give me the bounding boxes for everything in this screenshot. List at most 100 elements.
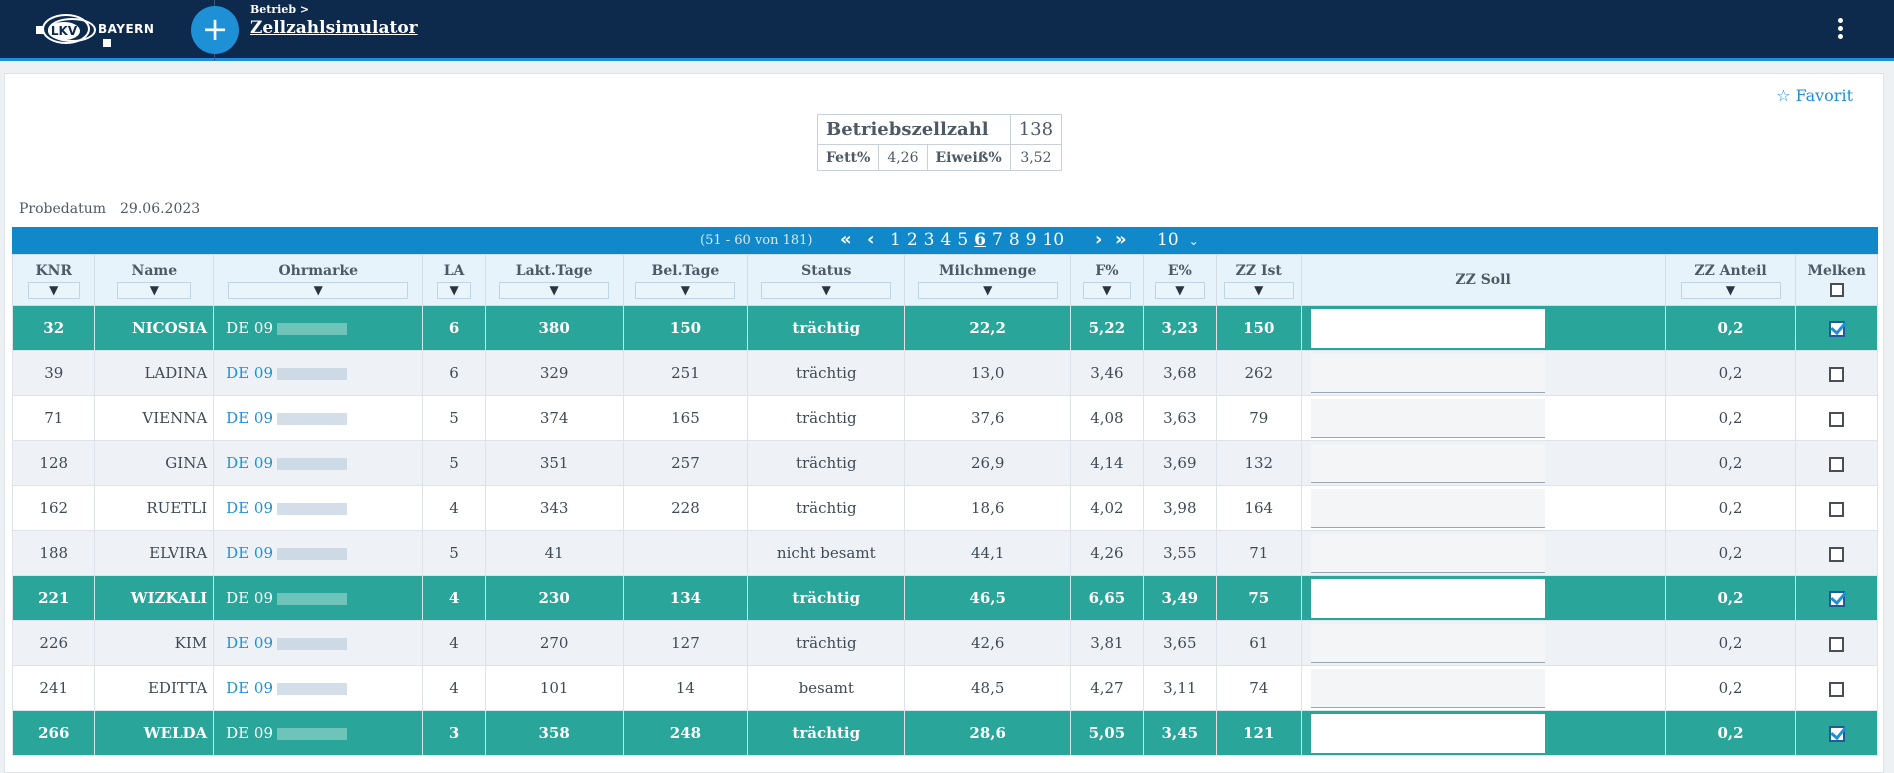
zz-soll-input[interactable] [1310, 353, 1545, 393]
filter-icon[interactable]: ▼ [635, 282, 736, 299]
column-header-zz-anteil[interactable]: ZZ Anteil ▼ [1664, 254, 1797, 306]
melken-checkbox[interactable] [1829, 681, 1845, 697]
filter-icon[interactable]: ▼ [437, 282, 472, 299]
table-row[interactable]: 162 RUETLI DE 09 4 343 228 trächtig 18,6 4,02 3,9… [11, 485, 1878, 531]
melken-checkbox[interactable] [1829, 636, 1845, 652]
cell-ohr[interactable]: DE 09 [213, 350, 424, 396]
page-link-10[interactable]: 10 [1042, 230, 1065, 250]
melken-checkbox[interactable] [1829, 366, 1845, 382]
lkv-logo[interactable]: LKV BAYERN [34, 12, 164, 48]
more-menu-icon[interactable] [1835, 18, 1845, 42]
page-link-2[interactable]: 2 [906, 230, 918, 250]
melken-checkbox[interactable] [1829, 546, 1845, 562]
melken-checkbox[interactable] [1829, 411, 1845, 427]
page-link-7[interactable]: 7 [991, 230, 1003, 250]
table-row[interactable]: 241 EDITTA DE 09 4 101 14 besamt 48,5 4,27 3,11 74… [11, 665, 1878, 711]
column-header-la[interactable]: LA ▼ [422, 254, 486, 306]
zz-soll-input[interactable] [1310, 488, 1545, 528]
filter-icon[interactable]: ▼ [27, 282, 80, 299]
column-header-bel-tage[interactable]: Bel.Tage ▼ [622, 254, 749, 306]
melken-checkbox[interactable] [1828, 321, 1845, 337]
cell-ohr[interactable]: DE 09 [213, 485, 424, 531]
page-link-4[interactable]: 4 [940, 230, 952, 250]
table-row[interactable]: 266 WELDA DE 09 3 358 248 trächtig 28,6 5,05 3,45… [11, 710, 1878, 756]
zz-soll-input[interactable] [1310, 713, 1545, 753]
melken-checkbox[interactable] [1829, 501, 1845, 517]
filter-icon[interactable]: ▼ [1680, 282, 1781, 299]
page-title[interactable]: Zellzahlsimulator [250, 18, 418, 38]
column-header-milchmenge[interactable]: Milchmenge ▼ [904, 254, 1072, 306]
cell-anteil: 0,2 [1664, 710, 1797, 756]
breadcrumb[interactable]: Betrieb > [250, 3, 310, 16]
cell-name: EDITTA [94, 665, 215, 711]
cell-ohr[interactable]: DE 09 [213, 530, 424, 576]
zz-soll-input[interactable] [1310, 308, 1545, 348]
filter-icon[interactable]: ▼ [1223, 282, 1294, 299]
cell-bel: 257 [622, 440, 749, 486]
cell-ohr[interactable]: DE 09 [213, 305, 424, 351]
melken-checkbox[interactable] [1828, 591, 1845, 607]
column-label: ZZ Ist [1235, 263, 1282, 279]
cell-ohr[interactable]: DE 09 [213, 440, 424, 486]
page-size-select[interactable]: 10 ⌄ [1157, 230, 1199, 250]
column-header-status[interactable]: Status ▼ [747, 254, 906, 306]
filter-icon[interactable]: ▼ [499, 282, 610, 299]
filter-icon[interactable]: ▼ [1154, 282, 1205, 299]
column-header-zz-soll[interactable]: ZZ Soll [1300, 254, 1666, 306]
table-row[interactable]: 39 LADINA DE 09 6 329 251 trächtig 13,0 3,46 3,68… [11, 350, 1878, 396]
zz-soll-input[interactable] [1310, 623, 1545, 663]
table-row[interactable]: 32 NICOSIA DE 09 6 380 150 trächtig 22,2 5,22 3,2… [11, 305, 1878, 351]
cell-zzist: 150 [1216, 305, 1302, 351]
page-link-6[interactable]: 6 [974, 230, 986, 250]
prev-page-icon[interactable]: ‹ [867, 229, 875, 250]
filter-icon[interactable]: ▼ [917, 282, 1058, 299]
column-header-lakt-tage[interactable]: Lakt.Tage ▼ [484, 254, 624, 306]
table-row[interactable]: 226 KIM DE 09 4 270 127 trächtig 42,6 3,81 3,65 61… [11, 620, 1878, 666]
cell-la: 6 [422, 305, 486, 351]
zz-soll-input[interactable] [1310, 443, 1545, 483]
melken-checkbox[interactable] [1829, 456, 1845, 472]
filter-icon[interactable]: ▼ [117, 282, 192, 299]
table-row[interactable]: 221 WIZKALI DE 09 4 230 134 trächtig 46,5 6,65 3,… [11, 575, 1878, 621]
table-row[interactable]: 128 GINA DE 09 5 351 257 trächtig 26,9 4,14 3,69 1… [11, 440, 1878, 486]
filter-icon[interactable]: ▼ [228, 282, 409, 299]
page-link-1[interactable]: 1 [890, 230, 901, 250]
cell-ohr[interactable]: DE 09 [213, 575, 424, 621]
last-page-icon[interactable]: » [1115, 229, 1127, 250]
table-row[interactable]: 71 VIENNA DE 09 5 374 165 trächtig 37,6 4,08 3,63… [11, 395, 1878, 441]
redacted-eartag [277, 683, 348, 695]
column-header-zz-ist[interactable]: ZZ Ist ▼ [1216, 254, 1302, 306]
cell-ohr[interactable]: DE 09 [213, 710, 424, 756]
add-button[interactable]: + [191, 6, 239, 54]
column-header-knr[interactable]: KNR ▼ [11, 254, 96, 306]
cell-ohr[interactable]: DE 09 [213, 620, 424, 666]
fett-value: 4,26 [878, 144, 928, 171]
column-header-name[interactable]: Name ▼ [94, 254, 215, 306]
zz-soll-input[interactable] [1310, 398, 1545, 438]
page-link-5[interactable]: 5 [957, 230, 969, 250]
page-link-3[interactable]: 3 [923, 230, 935, 250]
column-header-f-[interactable]: F% ▼ [1070, 254, 1144, 306]
cell-anteil: 0,2 [1664, 395, 1797, 441]
cell-melken [1795, 665, 1878, 711]
column-header-e-[interactable]: E% ▼ [1142, 254, 1218, 306]
cell-ohr[interactable]: DE 09 [213, 665, 424, 711]
zz-soll-input[interactable] [1310, 533, 1545, 573]
filter-icon[interactable]: ▼ [761, 282, 892, 299]
first-page-icon[interactable]: « [840, 229, 852, 250]
table-row[interactable]: 188 ELVIRA DE 09 5 41 nicht besamt 44,1 4,26 3,5… [11, 530, 1878, 576]
column-header-ohrmarke[interactable]: Ohrmarke ▼ [213, 254, 424, 306]
page-link-8[interactable]: 8 [1008, 230, 1020, 250]
favorite-button[interactable]: ☆ Favorit [1776, 86, 1853, 105]
cell-ohr[interactable]: DE 09 [213, 395, 424, 441]
select-all-checkbox[interactable] [1829, 283, 1844, 297]
melken-checkbox[interactable] [1828, 726, 1845, 742]
cell-name: NICOSIA [94, 305, 215, 351]
filter-icon[interactable]: ▼ [1082, 282, 1131, 299]
cell-knr: 226 [11, 620, 96, 666]
zz-soll-input[interactable] [1310, 668, 1545, 708]
column-header-melken[interactable]: Melken [1795, 254, 1878, 306]
next-page-icon[interactable]: › [1095, 229, 1103, 250]
zz-soll-input[interactable] [1310, 578, 1545, 618]
page-link-9[interactable]: 9 [1025, 230, 1037, 250]
